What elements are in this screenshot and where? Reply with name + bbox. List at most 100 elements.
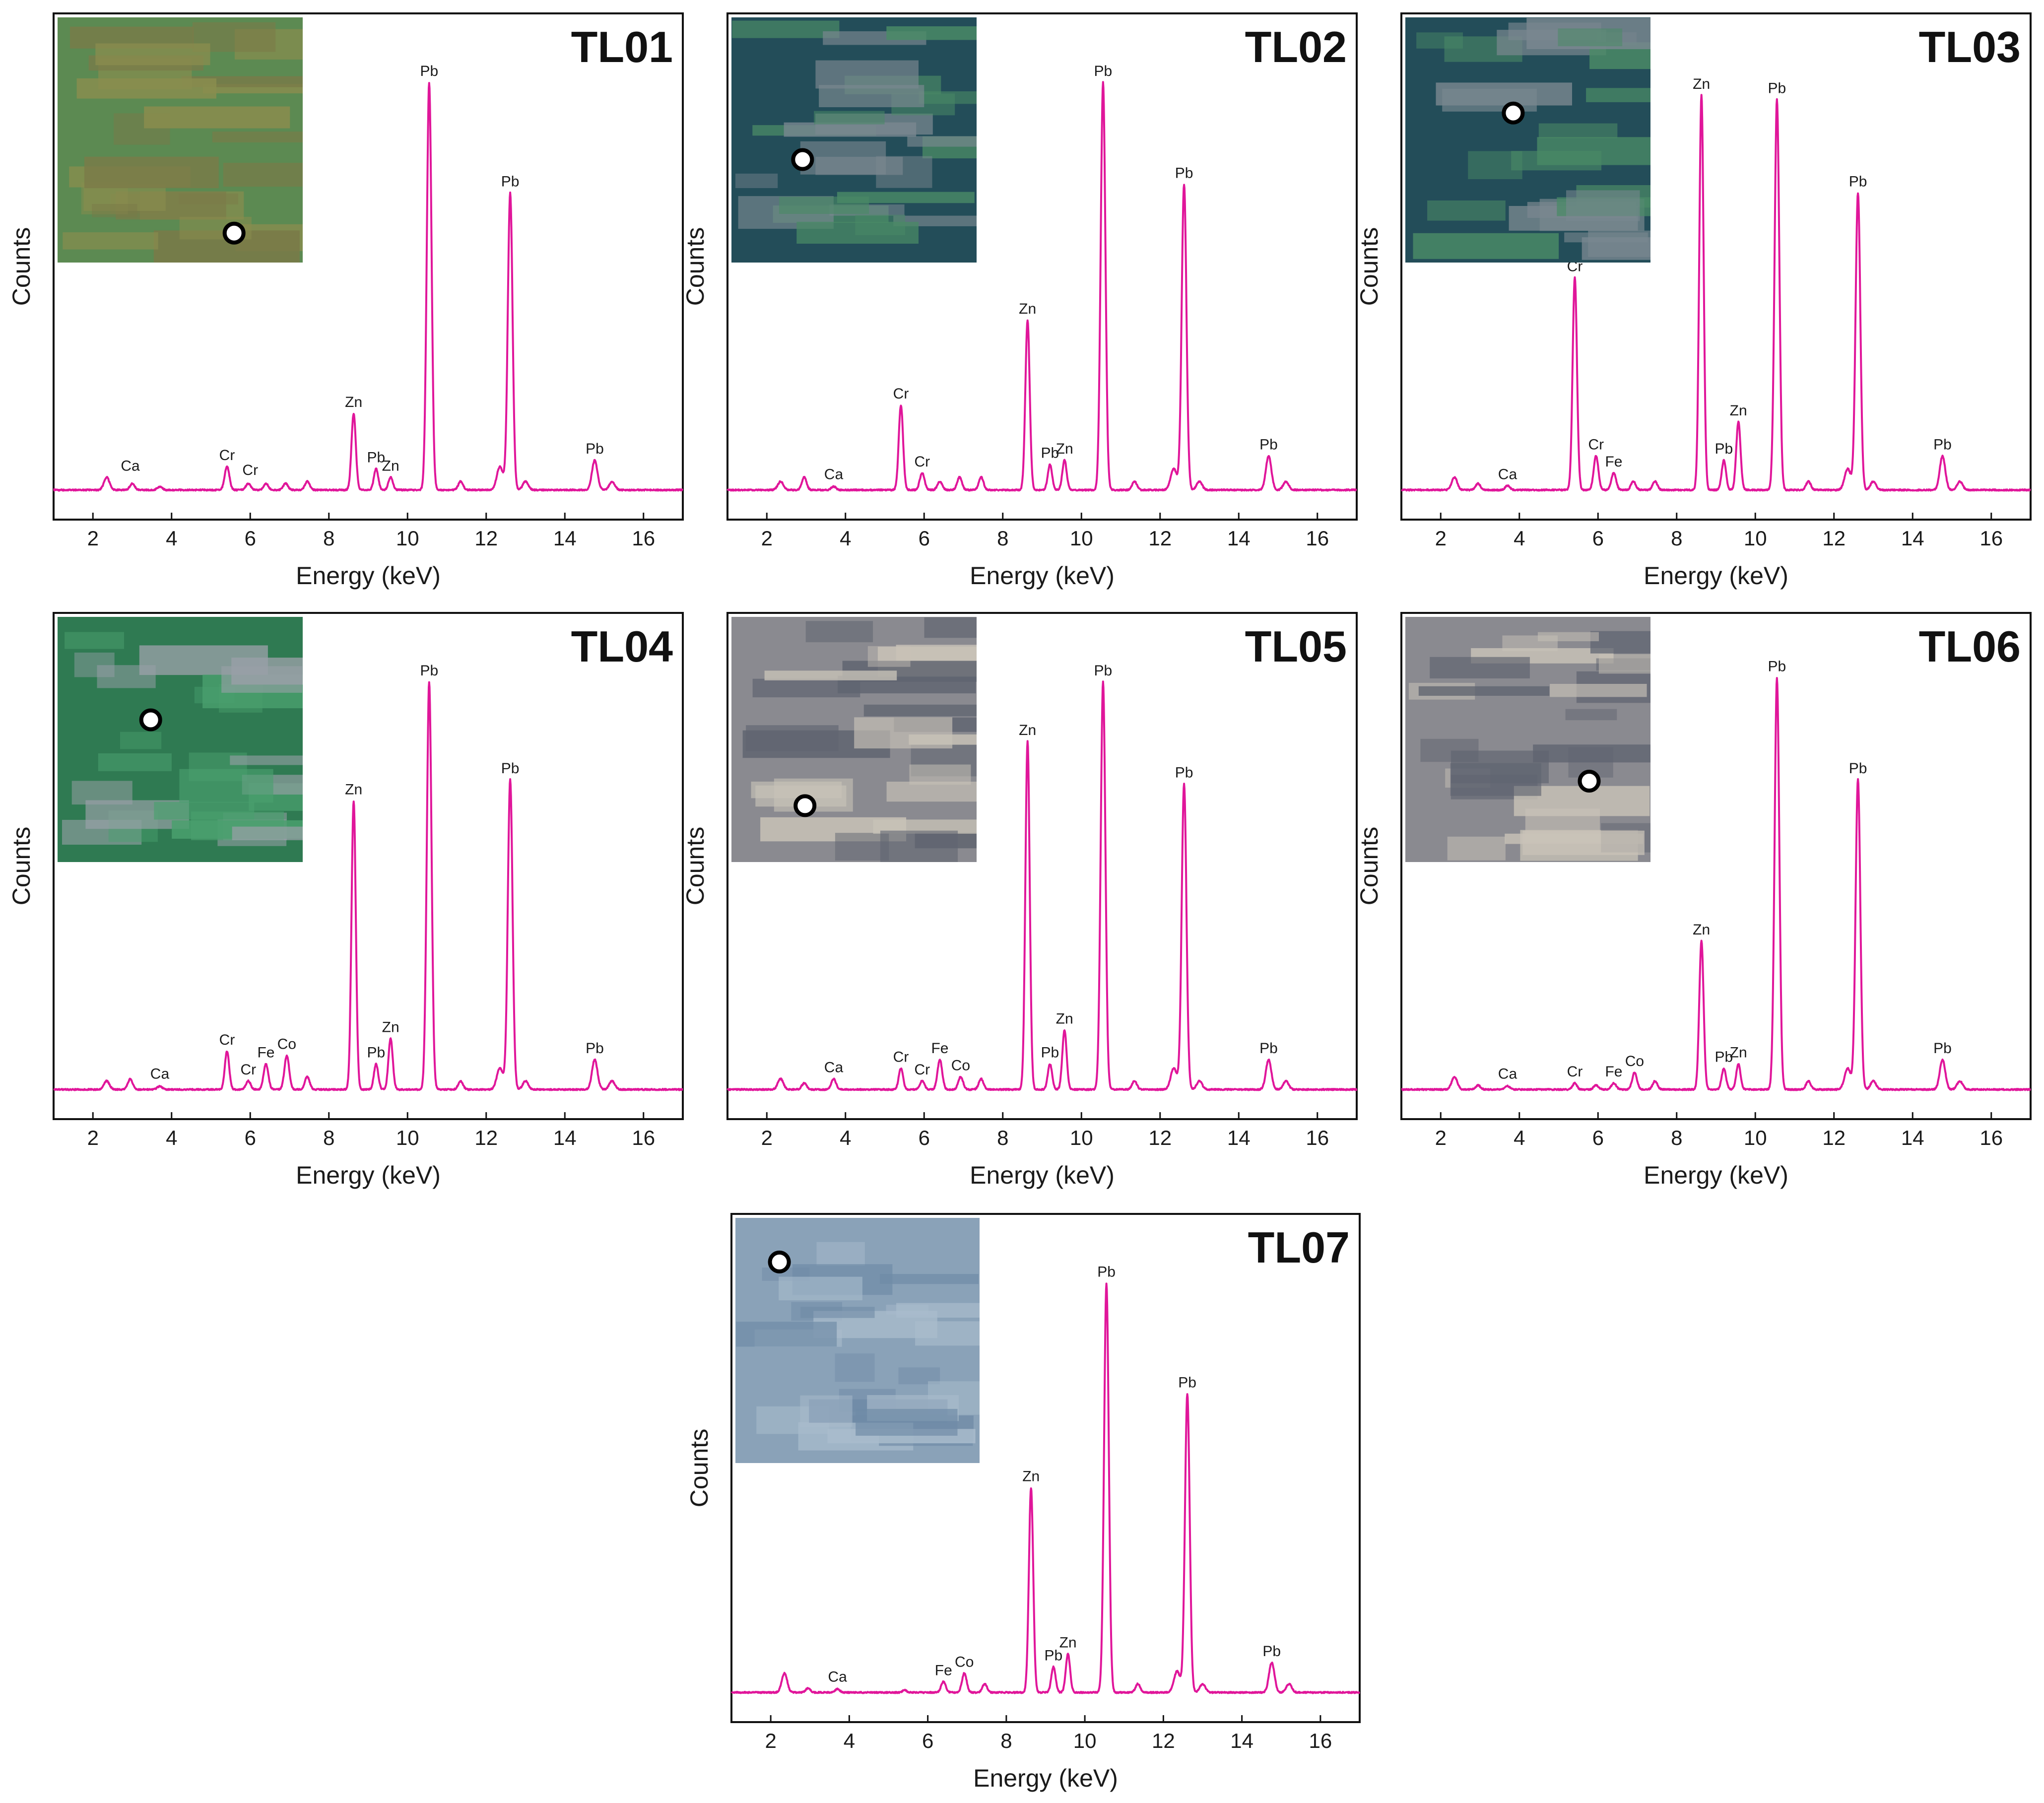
peak-label-fe: Fe (257, 1045, 274, 1061)
peak-label-cr: Cr (914, 454, 930, 470)
inset-brush-stroke (880, 830, 958, 862)
peak-label-zn: Zn (1693, 922, 1710, 938)
y-axis-label: Counts (1355, 827, 1383, 905)
peak-label-pb: Pb (1175, 764, 1193, 781)
x-tick-label: 10 (1744, 527, 1767, 550)
peak-label-pb: Pb (501, 174, 520, 190)
spectrum-line (1400, 677, 2032, 1091)
x-axis-label: Energy (keV) (296, 1161, 441, 1189)
inset-brush-stroke (835, 1353, 875, 1382)
spectrum-line (726, 680, 1358, 1091)
x-tick-label: 8 (1671, 527, 1682, 550)
x-tick-label: 14 (1230, 1729, 1253, 1752)
x-tick-label: 10 (396, 527, 419, 550)
peak-label-co: Co (1625, 1053, 1644, 1069)
x-tick-label: 6 (245, 1126, 256, 1149)
inset-brush-stroke (232, 826, 303, 840)
panel-title: TL07 (1248, 1223, 1350, 1272)
x-tick-label: 4 (840, 1126, 851, 1149)
x-tick-label: 2 (765, 1729, 776, 1752)
peak-label-pb: Pb (367, 449, 385, 466)
x-tick-label: 4 (1514, 1126, 1525, 1149)
peak-label-zn: Zn (1019, 722, 1036, 738)
inset-brush-stroke (98, 753, 172, 771)
peak-label-cr: Cr (893, 1049, 909, 1065)
inset-brush-stroke (97, 665, 156, 688)
x-tick-label: 2 (87, 527, 99, 550)
peak-label-cr: Cr (1588, 437, 1604, 453)
inset-brush-stroke (1586, 88, 1650, 102)
chart-panel-tl05: 2 4 6 8 10 12 14 16 Energy (keV) Counts TL05 Ca Cr Cr… (681, 612, 1358, 1189)
inset-brush-stroke (735, 173, 778, 188)
inset-brush-stroke (854, 717, 953, 749)
x-axis-label: Energy (keV) (973, 1764, 1118, 1792)
x-tick-label: 2 (761, 527, 773, 550)
inset-brush-stroke (919, 91, 977, 104)
inset-brush-stroke (896, 645, 977, 664)
inset-brush-stroke (779, 197, 869, 214)
inset-brush-stroke (179, 769, 273, 803)
x-tick-label: 6 (1592, 527, 1604, 550)
peak-label-pb: Pb (420, 663, 438, 679)
sample-inset-photo (1405, 17, 1650, 263)
peak-label-pb: Pb (1094, 63, 1112, 79)
peak-label-pb: Pb (1175, 165, 1193, 181)
peak-label-pb: Pb (1768, 80, 1786, 96)
inset-brush-stroke (83, 184, 166, 211)
x-tick-label: 4 (844, 1729, 855, 1752)
chart-panel-tl04: 2 4 6 8 10 12 14 16 Energy (keV) Counts TL04 Ca Cr Cr… (7, 612, 684, 1189)
plot-frame (730, 1213, 1361, 1723)
peak-label-pb: Pb (1041, 1045, 1059, 1061)
x-tick-label: 6 (922, 1729, 933, 1752)
panel-title: TL06 (1919, 622, 2021, 671)
peak-label-zn: Zn (1059, 1635, 1077, 1651)
x-tick-label: 8 (997, 527, 1008, 550)
peak-label-fe: Fe (931, 1040, 948, 1057)
peak-label-pb: Pb (1933, 1040, 1952, 1057)
inset-brush-stroke (886, 26, 977, 40)
inset-brush-stroke (815, 156, 903, 175)
plot-frame (53, 612, 684, 1120)
peak-label-cr: Cr (1567, 1064, 1583, 1080)
inset-brush-stroke (1550, 684, 1647, 697)
peak-label-pb: Pb (420, 63, 438, 79)
plot-frame (53, 12, 684, 521)
measurement-point-marker (1578, 770, 1601, 793)
chart-panel-tl02: 2 4 6 8 10 12 14 16 Energy (keV) Counts TL02 Ca Cr Cr… (681, 12, 1358, 590)
sample-inset-photo (58, 617, 303, 862)
peak-label-pb: Pb (1714, 1049, 1733, 1065)
x-tick-label: 12 (1822, 1126, 1846, 1149)
x-tick-label: 6 (1592, 1126, 1604, 1149)
inset-brush-stroke (179, 193, 239, 204)
inset-brush-stroke (71, 781, 132, 805)
x-tick-label: 14 (553, 1126, 577, 1149)
inset-brush-stroke (856, 1408, 958, 1436)
inset-brush-stroke (1511, 151, 1602, 171)
y-axis-label: Counts (7, 227, 35, 306)
spectrum-line (1400, 94, 2032, 492)
inset-brush-stroke (764, 670, 897, 680)
inset-brush-stroke (1430, 657, 1530, 678)
peak-label-cr: Cr (219, 1032, 235, 1048)
peak-label-cr: Cr (240, 1062, 256, 1078)
peak-label-zn: Zn (1693, 76, 1710, 92)
inset-brush-stroke (837, 192, 975, 203)
inset-brush-stroke (805, 621, 873, 643)
inset-brush-stroke (1447, 836, 1506, 861)
peak-label-zn: Zn (345, 394, 362, 410)
x-tick-label: 4 (1514, 527, 1525, 550)
peak-label-zn: Zn (345, 782, 362, 798)
peak-label-pb: Pb (1044, 1647, 1062, 1664)
sample-inset-photo (1405, 617, 1650, 862)
x-tick-label: 16 (1979, 1126, 2003, 1149)
peak-label-fe: Fe (935, 1663, 952, 1679)
spectrum-line (730, 1282, 1361, 1694)
peak-label-pb: Pb (1768, 659, 1786, 675)
chart-panel-tl06: 2 4 6 8 10 12 14 16 Energy (keV) Counts TL06 Ca Cr Fe… (1355, 612, 2032, 1189)
plot-frame (1400, 612, 2032, 1120)
y-axis-label: Counts (1355, 227, 1383, 306)
inset-brush-stroke (816, 1242, 865, 1266)
x-tick-label: 14 (553, 527, 577, 550)
measurement-point-marker (793, 794, 817, 817)
